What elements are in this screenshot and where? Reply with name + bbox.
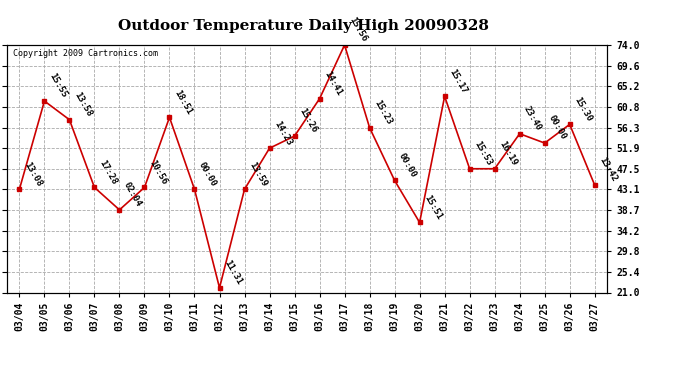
Text: Copyright 2009 Cartronics.com: Copyright 2009 Cartronics.com bbox=[13, 49, 158, 58]
Text: 10:56: 10:56 bbox=[147, 158, 168, 186]
Text: 15:55: 15:55 bbox=[47, 72, 68, 100]
Text: 11:31: 11:31 bbox=[222, 259, 244, 286]
Text: 14:41: 14:41 bbox=[322, 69, 344, 97]
Text: 15:30: 15:30 bbox=[572, 95, 593, 123]
Text: 15:23: 15:23 bbox=[372, 99, 393, 126]
Text: 00:00: 00:00 bbox=[397, 151, 418, 179]
Text: 15:56: 15:56 bbox=[347, 16, 368, 44]
Text: 14:23: 14:23 bbox=[272, 119, 293, 147]
Text: 13:59: 13:59 bbox=[247, 160, 268, 188]
Text: 13:08: 13:08 bbox=[22, 160, 43, 188]
Text: 16:19: 16:19 bbox=[497, 140, 518, 167]
Text: 15:17: 15:17 bbox=[447, 67, 469, 95]
Text: 13:58: 13:58 bbox=[72, 90, 93, 118]
Text: Outdoor Temperature Daily High 20090328: Outdoor Temperature Daily High 20090328 bbox=[118, 19, 489, 33]
Text: 15:53: 15:53 bbox=[472, 140, 493, 167]
Text: 18:51: 18:51 bbox=[172, 88, 193, 116]
Text: 15:51: 15:51 bbox=[422, 193, 444, 221]
Text: 00:00: 00:00 bbox=[547, 114, 569, 142]
Text: 13:42: 13:42 bbox=[598, 156, 618, 184]
Text: 17:28: 17:28 bbox=[97, 158, 118, 186]
Text: 02:04: 02:04 bbox=[122, 181, 144, 209]
Text: 23:40: 23:40 bbox=[522, 105, 544, 132]
Text: 00:00: 00:00 bbox=[197, 160, 218, 188]
Text: 15:26: 15:26 bbox=[297, 107, 318, 135]
